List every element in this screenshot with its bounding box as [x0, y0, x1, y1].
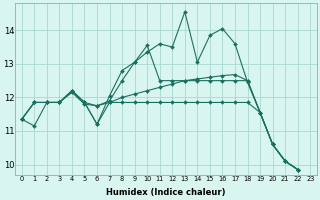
X-axis label: Humidex (Indice chaleur): Humidex (Indice chaleur) — [106, 188, 226, 197]
